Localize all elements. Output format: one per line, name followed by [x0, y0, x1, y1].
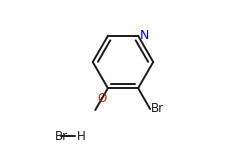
Text: N: N — [140, 29, 149, 42]
Text: Br: Br — [151, 102, 165, 115]
Text: H: H — [77, 130, 85, 143]
Text: Br: Br — [55, 130, 68, 143]
Text: O: O — [97, 93, 106, 106]
